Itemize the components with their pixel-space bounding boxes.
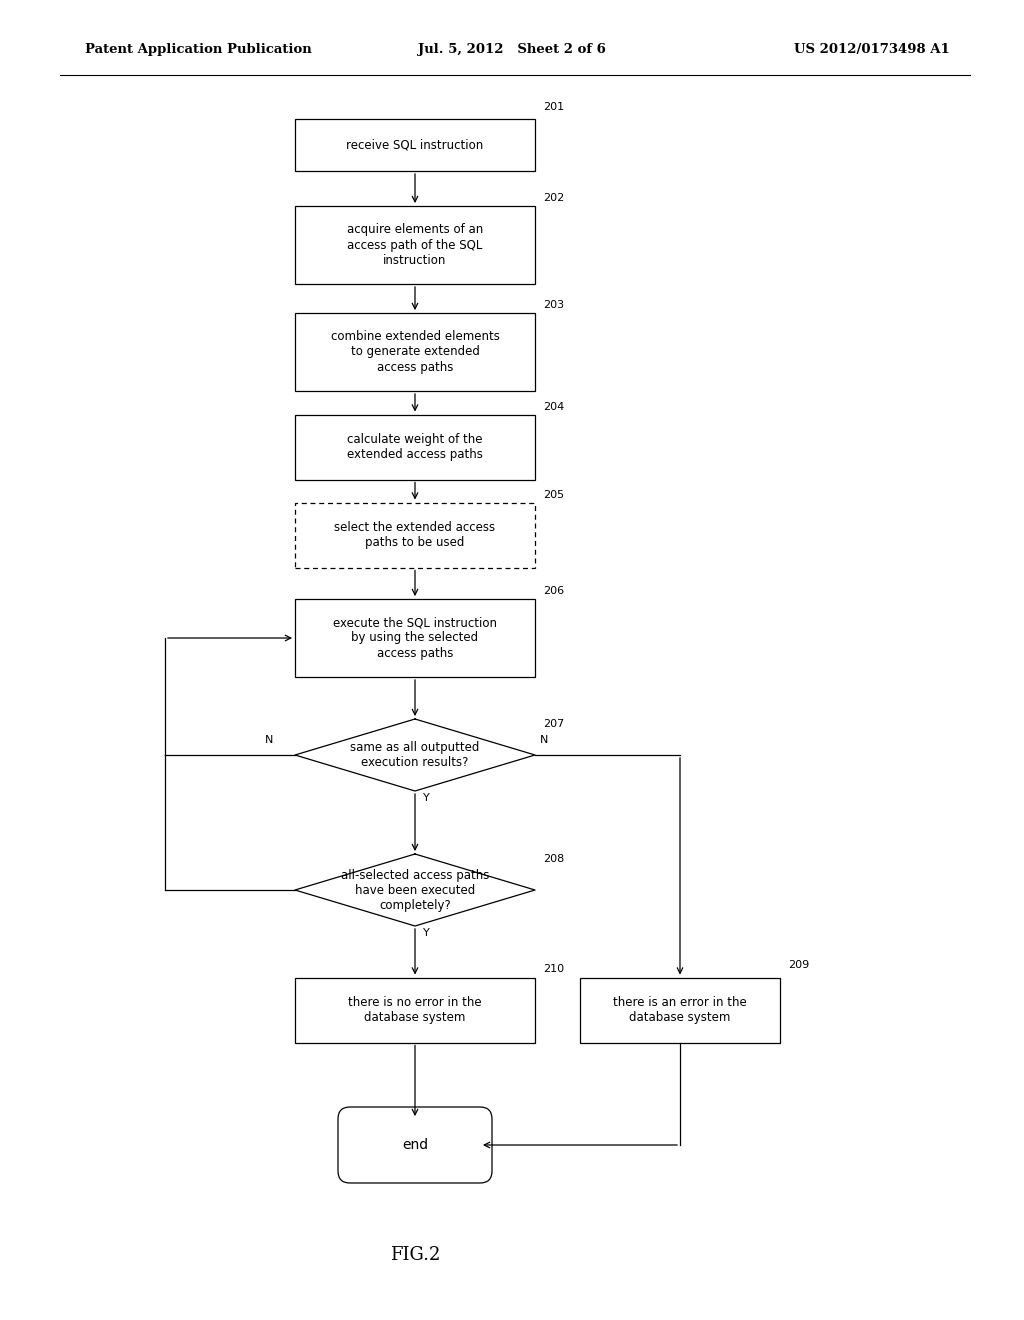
Text: calculate weight of the
extended access paths: calculate weight of the extended access … — [347, 433, 483, 461]
Text: receive SQL instruction: receive SQL instruction — [346, 139, 483, 152]
FancyBboxPatch shape — [580, 978, 780, 1043]
Text: same as all outputted
execution results?: same as all outputted execution results? — [350, 741, 479, 770]
FancyBboxPatch shape — [295, 313, 535, 391]
Text: there is no error in the
database system: there is no error in the database system — [348, 997, 482, 1024]
Text: 209: 209 — [788, 961, 809, 970]
Text: all-selected access paths
have been executed
completely?: all-selected access paths have been exec… — [341, 869, 489, 912]
Text: acquire elements of an
access path of the SQL
instruction: acquire elements of an access path of th… — [347, 223, 483, 267]
Text: 210: 210 — [543, 965, 564, 974]
Polygon shape — [295, 854, 535, 927]
FancyBboxPatch shape — [295, 414, 535, 479]
Text: N: N — [540, 735, 549, 744]
Text: end: end — [402, 1138, 428, 1152]
Text: execute the SQL instruction
by using the selected
access paths: execute the SQL instruction by using the… — [333, 616, 497, 660]
Text: 202: 202 — [543, 193, 564, 203]
Text: 208: 208 — [543, 854, 564, 865]
Text: combine extended elements
to generate extended
access paths: combine extended elements to generate ex… — [331, 330, 500, 374]
Text: Jul. 5, 2012   Sheet 2 of 6: Jul. 5, 2012 Sheet 2 of 6 — [418, 44, 606, 57]
Text: 205: 205 — [543, 490, 564, 499]
Text: 204: 204 — [543, 401, 564, 412]
Text: 206: 206 — [543, 586, 564, 597]
Text: US 2012/0173498 A1: US 2012/0173498 A1 — [795, 44, 950, 57]
Text: FIG.2: FIG.2 — [390, 1246, 440, 1265]
Text: 203: 203 — [543, 300, 564, 310]
Text: there is an error in the
database system: there is an error in the database system — [613, 997, 746, 1024]
Polygon shape — [295, 719, 535, 791]
FancyBboxPatch shape — [295, 206, 535, 284]
Text: Y: Y — [423, 793, 430, 803]
FancyBboxPatch shape — [295, 503, 535, 568]
Text: Y: Y — [423, 928, 430, 939]
Text: 207: 207 — [543, 719, 564, 729]
Text: N: N — [265, 735, 273, 744]
Text: Patent Application Publication: Patent Application Publication — [85, 44, 311, 57]
FancyBboxPatch shape — [338, 1107, 492, 1183]
Text: 201: 201 — [543, 102, 564, 112]
FancyBboxPatch shape — [295, 119, 535, 172]
Text: select the extended access
paths to be used: select the extended access paths to be u… — [335, 521, 496, 549]
FancyBboxPatch shape — [295, 599, 535, 677]
FancyBboxPatch shape — [295, 978, 535, 1043]
